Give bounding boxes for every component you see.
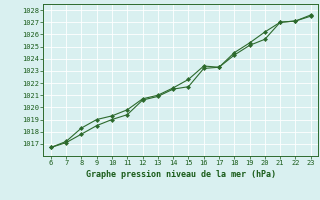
X-axis label: Graphe pression niveau de la mer (hPa): Graphe pression niveau de la mer (hPa)	[86, 170, 276, 179]
